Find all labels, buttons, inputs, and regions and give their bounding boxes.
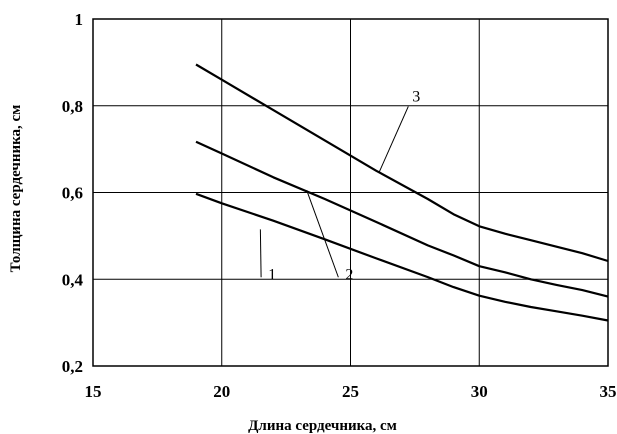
series-group <box>195 63 609 322</box>
y-tick-label: 0,2 <box>62 357 83 376</box>
y-tick-label: 0,6 <box>62 184 83 203</box>
plot-frame <box>92 18 609 367</box>
x-tick-labels: 15 20 25 30 35 <box>85 382 617 401</box>
x-axis-title: Длина сердечника, см <box>248 418 397 434</box>
curve-label-pointer <box>259 229 262 278</box>
x-tick-label: 20 <box>213 382 230 401</box>
curve-label-pointers: 1 2 3 <box>259 88 420 283</box>
curve-label-2: 2 <box>345 266 353 283</box>
y-tick-labels: 0,2 0,4 0,6 0,8 1 <box>62 10 84 376</box>
series-line-2 <box>195 140 609 298</box>
x-tick-label: 25 <box>342 382 359 401</box>
curve-label-pointer <box>306 190 339 278</box>
y-axis-title: Толщина сердечника, см <box>8 105 24 273</box>
y-tick-label: 1 <box>75 10 84 29</box>
x-tick-label: 35 <box>600 382 617 401</box>
curve-label-pointer <box>378 106 409 174</box>
x-tick-label: 30 <box>471 382 488 401</box>
y-tick-label: 0,8 <box>62 97 83 116</box>
curve-label-1: 1 <box>268 266 276 283</box>
series-line-1 <box>195 192 609 322</box>
series-line-3 <box>195 63 609 263</box>
x-tick-label: 15 <box>85 382 102 401</box>
grid <box>92 18 609 367</box>
curve-label-3: 3 <box>412 88 420 105</box>
y-tick-label: 0,4 <box>62 270 84 289</box>
